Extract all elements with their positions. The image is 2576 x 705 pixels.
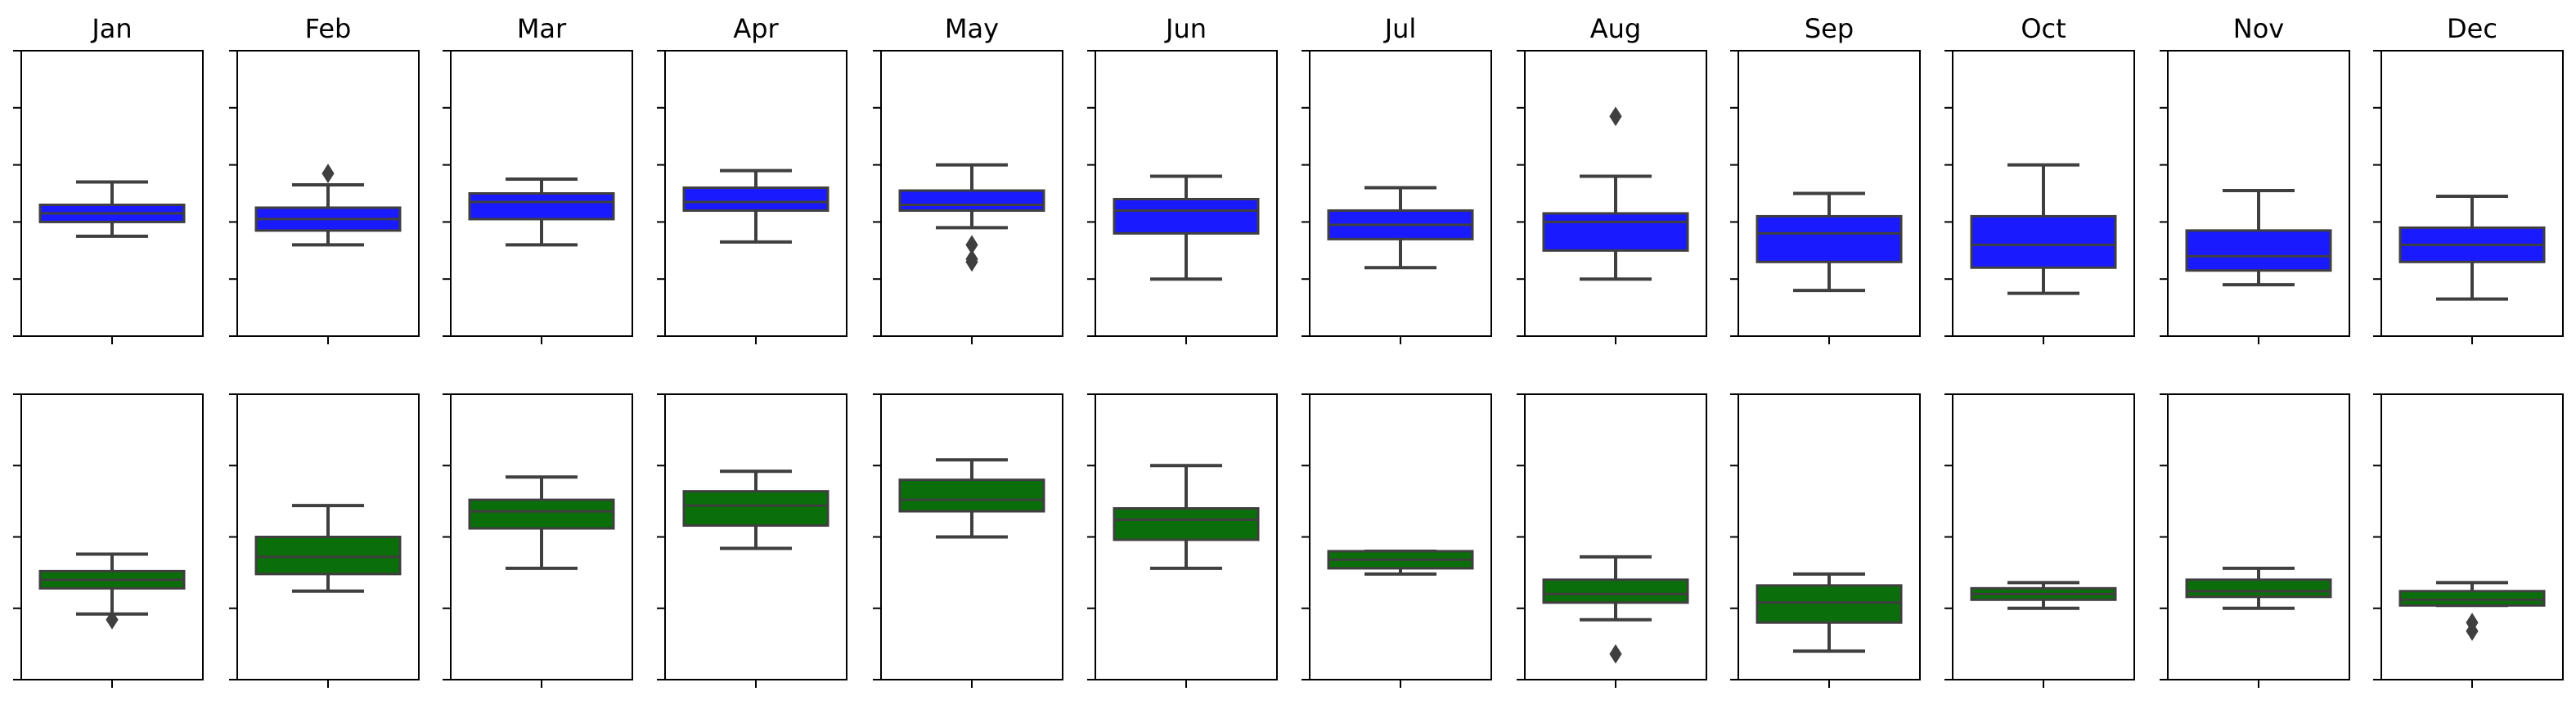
box-row1-mar <box>468 192 615 221</box>
month-title-dec: Dec <box>2447 13 2497 44</box>
month-title-apr: Apr <box>733 13 779 44</box>
month-title-jun: Jun <box>1164 13 1207 44</box>
box-row2-dec <box>2398 590 2546 607</box>
outlier-row2-dec-2 <box>2466 621 2479 641</box>
box-row1-oct <box>1970 214 2117 269</box>
outlier-row2-aug-1 <box>1609 644 1622 664</box>
month-title-sep: Sep <box>1805 13 1854 44</box>
panel-frame-row2-jul <box>1309 393 1492 680</box>
box-row1-apr <box>682 186 829 212</box>
panel-frame-row2-jan <box>20 393 204 680</box>
box-row1-aug <box>1542 212 1689 252</box>
box-row2-aug <box>1542 578 1689 604</box>
box-row1-may <box>898 189 1045 212</box>
panel-frame-row2-nov <box>2167 393 2350 680</box>
outlier-row1-aug-1 <box>1609 106 1622 127</box>
box-row1-sep <box>1756 214 1903 263</box>
month-title-feb: Feb <box>305 13 352 44</box>
month-title-jul: Jul <box>1383 13 1417 44</box>
outlier-row1-may-3 <box>965 252 978 272</box>
box-row2-mar <box>468 498 615 530</box>
month-title-may: May <box>945 13 999 44</box>
month-title-nov: Nov <box>2233 13 2284 44</box>
box-row2-may <box>898 478 1045 513</box>
month-title-jan: Jan <box>90 13 132 44</box>
month-title-aug: Aug <box>1590 13 1641 44</box>
box-row1-jun <box>1113 197 1260 235</box>
box-row2-jun <box>1113 507 1260 541</box>
box-row2-feb <box>254 536 402 576</box>
box-row2-nov <box>2185 578 2332 599</box>
box-row2-sep <box>1756 584 1903 624</box>
box-row1-nov <box>2185 229 2332 272</box>
month-title-mar: Mar <box>517 13 567 44</box>
outlier-row2-jan-1 <box>106 609 119 630</box>
box-row2-apr <box>682 490 829 528</box>
outlier-row1-feb-1 <box>321 164 335 184</box>
month-title-oct: Oct <box>2021 13 2066 44</box>
panel-frame-row2-oct <box>1952 393 2135 680</box>
panel-frame-row2-aug <box>1524 393 1707 680</box>
